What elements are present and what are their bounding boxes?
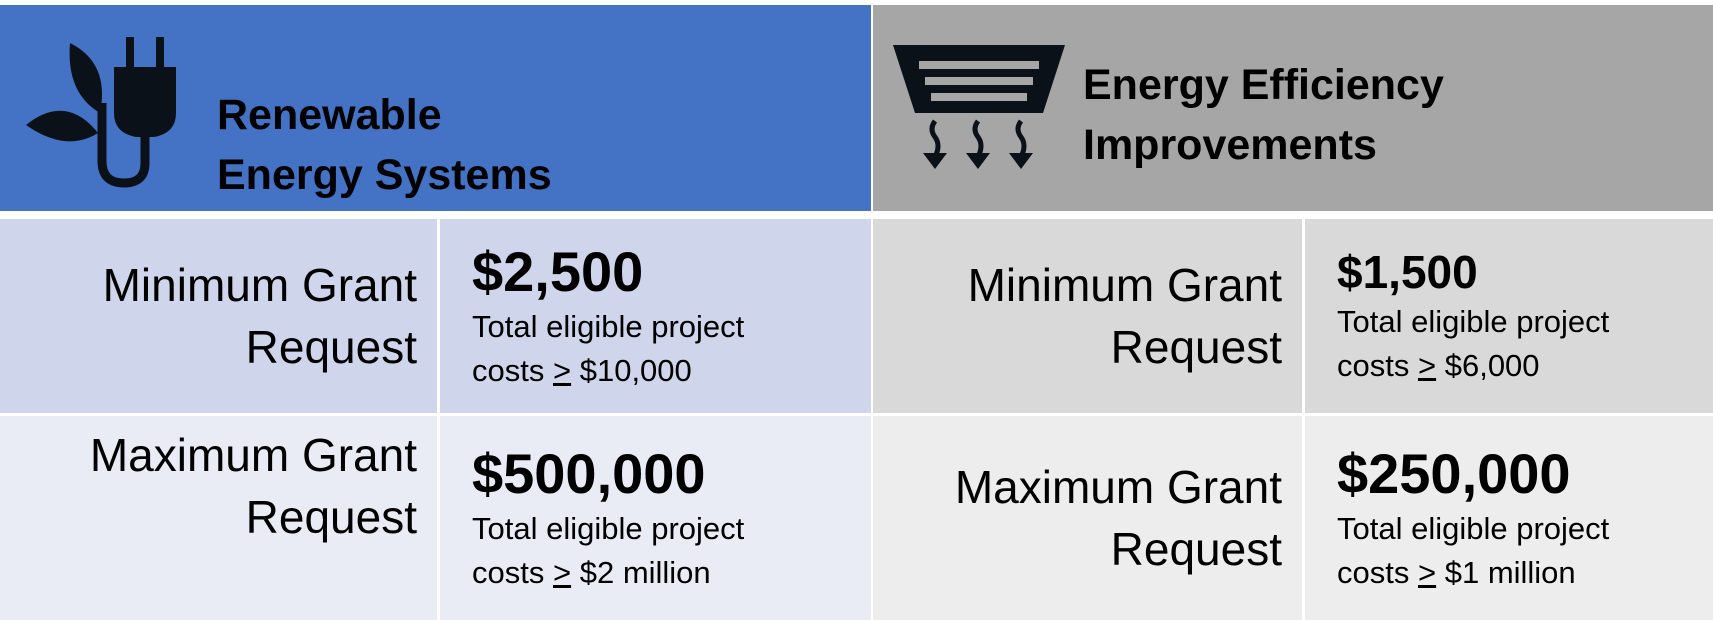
note-value: $2 million [579, 555, 711, 590]
row-value: $2,500 Total eligible project costs > $10… [440, 219, 871, 413]
note: Total eligible project costs > $6,000 [1337, 300, 1713, 388]
grant-row: Maximum Grant Request $500,000 Total elig… [0, 416, 871, 620]
row-value: $500,000 Total eligible project costs > $… [440, 416, 871, 620]
note-text: Total eligible project [472, 309, 745, 344]
label-line: Request [245, 321, 417, 373]
note-text: Total eligible project [1337, 511, 1610, 546]
grant-row: Minimum Grant Request $1,500 Total eligib… [873, 219, 1713, 413]
amount: $500,000 [472, 442, 706, 505]
note-symbol: > [552, 353, 572, 388]
label-line: Maximum Grant [954, 461, 1282, 513]
panel-title: Renewable Energy Systems [217, 85, 552, 205]
note-symbol: > [1417, 555, 1437, 590]
label-line: Maximum Grant [89, 429, 417, 481]
note: Total eligible project costs > $1 million [1337, 507, 1713, 595]
plug-leaf-icon [26, 37, 176, 188]
amount: $2,500 [472, 240, 644, 303]
efficiency-panel: Energy Efficiency Improvements Minimum G… [873, 5, 1713, 620]
title-line: Energy Systems [217, 151, 552, 199]
panel-header: Renewable Energy Systems [0, 5, 871, 211]
panel-title: Energy Efficiency Improvements [1083, 55, 1444, 175]
title-line: Renewable [217, 91, 442, 139]
grant-row: Maximum Grant Request $250,000 Total elig… [873, 416, 1713, 620]
label-line: Minimum Grant [967, 259, 1282, 311]
note-text: Total eligible project [1337, 304, 1610, 339]
title-line: Improvements [1083, 121, 1377, 169]
note-lead: costs [472, 353, 545, 388]
note: Total eligible project costs > $2 million [472, 507, 871, 595]
note-value: $10,000 [579, 353, 692, 388]
row-label: Maximum Grant Request [0, 416, 437, 620]
note-text: Total eligible project [472, 511, 745, 546]
note-value: $6,000 [1444, 348, 1540, 383]
label-line: Request [1110, 321, 1282, 373]
label-line: Minimum Grant [102, 259, 417, 311]
note-lead: costs [1337, 555, 1410, 590]
row-value: $250,000 Total eligible project costs > $… [1305, 416, 1713, 620]
note: Total eligible project costs > $10,000 [472, 305, 871, 393]
row-label: Minimum Grant Request [0, 219, 437, 413]
amount: $1,500 [1337, 246, 1478, 298]
note-lead: costs [1337, 348, 1410, 383]
heater-icon [893, 45, 1065, 169]
panel-header: Energy Efficiency Improvements [873, 5, 1713, 211]
note-symbol: > [552, 555, 572, 590]
label-line: Request [245, 491, 417, 543]
label-line: Request [1110, 523, 1282, 575]
note-symbol: > [1417, 348, 1437, 383]
amount: $250,000 [1337, 442, 1571, 505]
grant-row: Minimum Grant Request $2,500 Total eligib… [0, 219, 871, 413]
row-value: $1,500 Total eligible project costs > $6,… [1305, 219, 1713, 413]
title-line: Energy Efficiency [1083, 61, 1444, 109]
note-lead: costs [472, 555, 545, 590]
note-value: $1 million [1444, 555, 1576, 590]
renewable-panel: Renewable Energy Systems Minimum Grant Re… [0, 5, 871, 620]
row-label: Maximum Grant Request [873, 416, 1302, 620]
row-label: Minimum Grant Request [873, 219, 1302, 413]
